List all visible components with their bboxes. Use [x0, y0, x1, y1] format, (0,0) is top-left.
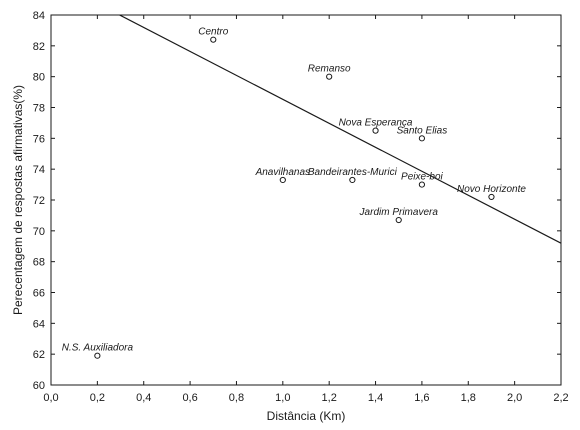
data-point-label: Nova Esperança	[339, 118, 413, 129]
x-tick-label: 1,0	[275, 392, 290, 404]
data-point-label: Centro	[198, 27, 228, 38]
x-tick-label: 0,8	[229, 392, 244, 404]
y-tick-label: 76	[33, 133, 45, 145]
data-point-label: Santo Elias	[397, 125, 448, 136]
data-point-label: Anavilhanas	[255, 167, 310, 178]
x-tick-label: 0,4	[136, 392, 151, 404]
data-point	[372, 127, 379, 134]
x-tick-label: 1,4	[368, 392, 383, 404]
data-point	[210, 36, 217, 43]
y-tick-label: 70	[33, 226, 45, 238]
data-point-label: N.S. Auxiliadora	[62, 343, 134, 354]
data-point	[395, 216, 402, 224]
data-point	[349, 176, 356, 184]
x-tick-label: 2,0	[507, 392, 522, 404]
data-point-label: Remanso	[308, 64, 351, 75]
y-tick-label: 62	[33, 349, 45, 361]
x-tick-label: 0,6	[182, 392, 197, 404]
x-axis: 0,0 0,2 0,4 0,6 0,8 1,0 1,2 1,4 1,6 1,8 2,0 2,2	[43, 15, 569, 404]
y-tick-label: 60	[33, 380, 45, 392]
y-tick-label: 78	[33, 103, 45, 115]
y-tick-label: 74	[33, 164, 45, 176]
x-tick-label: 0,2	[90, 392, 105, 404]
data-point	[488, 193, 495, 201]
y-tick-label: 82	[33, 41, 45, 53]
x-axis-title: Distância (Km)	[267, 409, 346, 423]
x-tick-label: 0,0	[43, 392, 58, 404]
y-axis: 60 62 64 66 68 70 72 74 76 78 80 82 84	[33, 10, 561, 392]
x-tick-label: 2,2	[553, 392, 568, 404]
x-tick-label: 1,2	[322, 392, 337, 404]
y-tick-label: 68	[33, 257, 45, 269]
y-tick-label: 64	[33, 318, 45, 330]
data-point-label: Bandeirantes-Murici	[308, 167, 398, 178]
y-tick-label: 66	[33, 288, 45, 300]
data-point	[326, 73, 333, 80]
x-tick-label: 1,6	[414, 392, 429, 404]
x-tick-label: 1,8	[461, 392, 476, 404]
trendline	[118, 15, 561, 244]
data-point	[418, 181, 426, 188]
y-tick-label: 80	[33, 72, 45, 84]
data-point	[94, 352, 101, 359]
data-point	[418, 135, 426, 142]
y-axis-title: Perecentagem de respostas afirmativas(%)	[11, 85, 25, 315]
data-point-label: Novo Horizonte	[457, 184, 526, 195]
y-tick-label: 72	[33, 195, 45, 207]
plot-frame	[50, 14, 562, 386]
data-point-label: Jardim Primavera	[359, 207, 439, 218]
data-point-label: Peixe-boi	[401, 172, 443, 183]
data-point	[279, 176, 286, 184]
y-tick-label: 84	[33, 10, 45, 22]
